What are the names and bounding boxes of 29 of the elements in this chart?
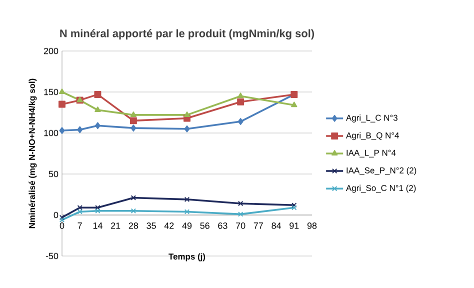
x-tick-label: 56 [200,222,210,229]
legend-label: IAA_L_P N°4 [346,150,396,158]
x-tick-label: 14 [93,222,102,229]
x-axis-title: Temps (j) [168,253,206,262]
x-tick-label: 28 [128,222,138,229]
legend-label: IAA_Se_P_N°2 (2) [346,167,416,176]
x-tick-label: 91 [290,222,299,229]
x-tick-label: 70 [236,222,246,229]
x-tick-label: 98 [307,222,317,229]
x-tick-label: 7 [78,222,82,229]
x-tick-label: 0 [60,222,64,229]
x-tick-label: 84 [272,222,282,229]
legend-label: Agri_So_C N°1 (2) [346,184,416,193]
chart-title: N minéral apporté par le produit (mgNmin/kg sol) [60,29,314,40]
y-axis-title: Nminéralisé (mg N-NO+N-NH4/kg sol) [28,78,37,228]
x-tick-label: 42 [164,222,174,229]
y-tick-label: 200 [44,48,58,54]
y-tick-label: 50 [48,170,58,178]
y-tick-label: 100 [44,130,58,136]
y-tick-label: 0 [54,212,58,218]
legend-label: Agri_L_C N°3 [346,114,398,122]
x-tick-label: 21 [111,222,120,229]
x-tick-label: 63 [218,222,228,229]
y-tick-label: 150 [44,88,58,96]
legend-label: Agri_B_Q N°4 [346,132,400,140]
y-tick-label: -50 [46,252,58,260]
x-tick-label: 49 [182,222,192,229]
x-tick-label: 77 [254,222,263,229]
x-tick-label: 35 [146,222,156,229]
